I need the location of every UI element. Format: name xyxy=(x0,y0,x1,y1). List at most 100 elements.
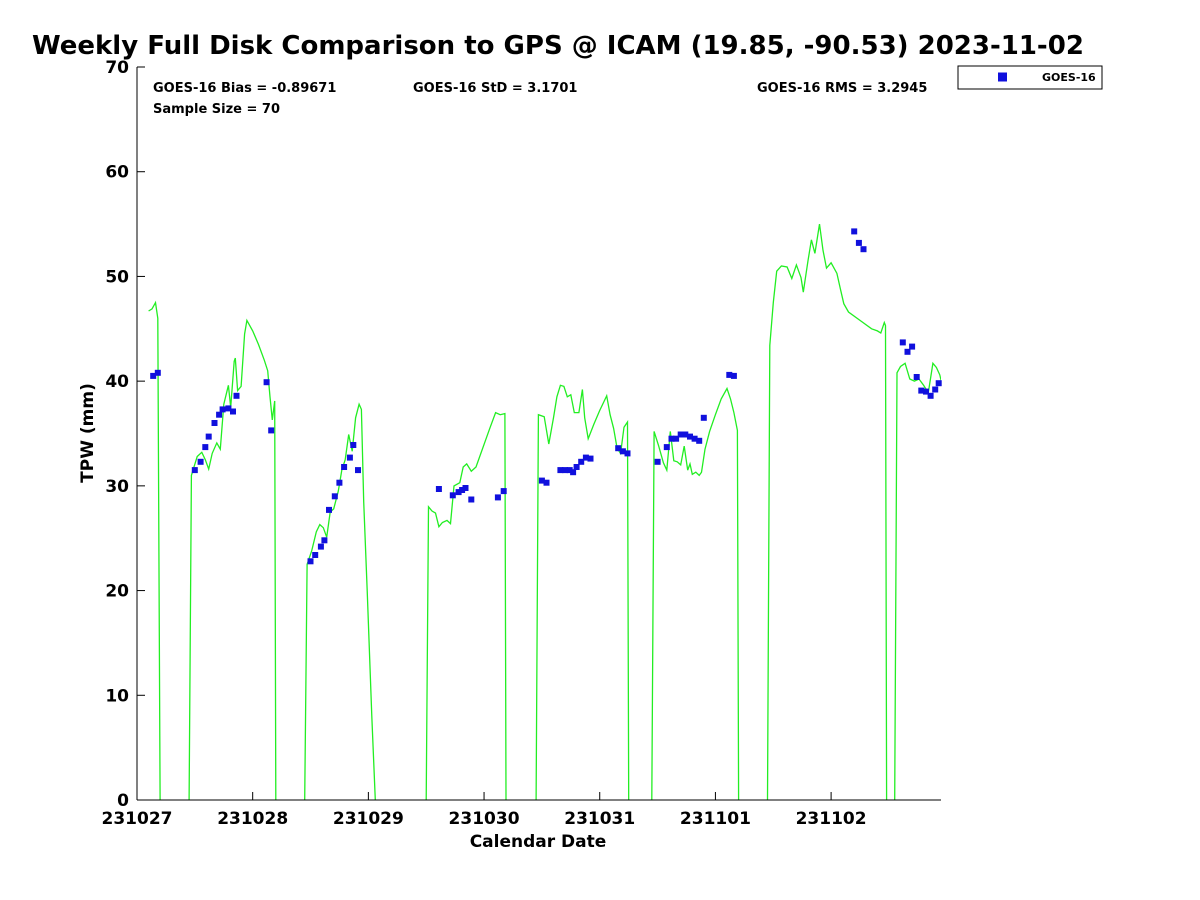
goes-point-35 xyxy=(543,479,550,486)
y-tick-label-70: 70 xyxy=(105,58,129,78)
x-tick-label-231031: 231031 xyxy=(564,809,635,829)
goes-point-18 xyxy=(321,537,328,544)
goes-point-16 xyxy=(312,552,319,558)
goes-point-55 xyxy=(696,437,703,444)
goes-point-54 xyxy=(691,435,698,442)
goes-point-10 xyxy=(225,405,232,412)
goes-point-27 xyxy=(449,492,456,499)
goes-point-3 xyxy=(191,467,198,474)
goes-point-51 xyxy=(677,431,684,438)
goes-point-56 xyxy=(700,414,707,421)
legend: GOES-16 xyxy=(957,65,1103,90)
goes-point-48 xyxy=(663,444,670,451)
goes-point-34 xyxy=(538,477,545,484)
goes-point-24 xyxy=(350,442,357,448)
goes-point-15 xyxy=(307,558,314,565)
gps-line-segment-6 xyxy=(651,386,740,800)
bias-stat: GOES-16 Bias = -0.89671 xyxy=(153,81,336,96)
goes-point-12 xyxy=(233,392,240,399)
goes-point-8 xyxy=(216,411,223,418)
goes-point-67 xyxy=(923,388,929,395)
y-tick-label-10: 10 xyxy=(105,686,129,706)
goes-point-2 xyxy=(154,369,161,376)
goes-point-14 xyxy=(268,427,275,434)
goes-point-38 xyxy=(566,467,573,474)
goes-point-30 xyxy=(462,485,469,491)
goes-point-5 xyxy=(202,444,209,451)
goes-point-17 xyxy=(317,543,324,550)
goes-point-69 xyxy=(932,386,939,393)
goes-point-25 xyxy=(355,467,361,474)
gps-line-segment-4 xyxy=(425,411,507,800)
goes-point-49 xyxy=(668,435,675,442)
y-axis-label: TPW (mm) xyxy=(78,383,98,483)
goes-point-4 xyxy=(197,458,204,465)
x-tick-label-231027: 231027 xyxy=(102,809,173,829)
goes-point-46 xyxy=(624,450,631,457)
goes-point-19 xyxy=(326,506,332,513)
std-stat: GOES-16 StD = 3.1701 xyxy=(413,81,577,96)
goes-point-41 xyxy=(578,458,585,465)
goes-point-47 xyxy=(654,458,661,465)
goes-point-37 xyxy=(562,467,568,474)
y-tick-label-30: 30 xyxy=(105,477,129,497)
y-tick-label-0: 0 xyxy=(117,791,129,811)
goes-point-43 xyxy=(587,455,594,462)
goes-point-52 xyxy=(682,431,689,438)
goes-point-36 xyxy=(557,467,564,474)
goes-point-66 xyxy=(918,387,925,394)
plot-background xyxy=(137,67,941,800)
goes-point-23 xyxy=(346,454,353,461)
legend-label: GOES-16 xyxy=(1042,71,1096,84)
y-tick-label-20: 20 xyxy=(105,582,129,602)
gps-line-segment-2 xyxy=(188,318,277,800)
goes-point-32 xyxy=(494,494,501,501)
goes-point-68 xyxy=(927,392,934,399)
gps-line-segment-7 xyxy=(766,223,888,800)
x-axis-label: Calendar Date xyxy=(470,832,607,852)
goes-point-60 xyxy=(855,239,862,246)
goes-point-58 xyxy=(730,372,737,379)
sample-size-stat: Sample Size = 70 xyxy=(153,102,280,117)
goes-point-1 xyxy=(150,372,157,379)
legend-marker xyxy=(998,72,1007,82)
x-tick-label-231030: 231030 xyxy=(449,809,520,829)
goes-point-61 xyxy=(860,246,867,253)
goes-point-21 xyxy=(336,479,343,486)
goes-point-57 xyxy=(726,371,733,378)
goes-point-70 xyxy=(935,380,942,387)
x-tick-label-231028: 231028 xyxy=(217,809,288,829)
goes-point-22 xyxy=(341,464,348,470)
y-tick-label-60: 60 xyxy=(105,163,129,183)
goes-point-44 xyxy=(615,445,622,452)
goes-point-31 xyxy=(468,496,475,503)
goes-point-13 xyxy=(263,379,270,386)
goes-point-62 xyxy=(899,339,906,346)
goes-marker-series xyxy=(150,228,942,565)
y-tick-label-40: 40 xyxy=(105,372,129,392)
gps-line-series xyxy=(148,223,941,800)
goes-point-33 xyxy=(500,488,507,495)
plot-area xyxy=(137,67,941,800)
goes-point-40 xyxy=(573,464,580,470)
gps-line-segment-1 xyxy=(148,300,161,800)
goes-point-26 xyxy=(435,486,442,492)
goes-point-42 xyxy=(582,454,589,461)
x-tick-label-231101: 231101 xyxy=(680,809,751,829)
goes-point-28 xyxy=(455,489,462,496)
goes-point-20 xyxy=(331,493,338,500)
goes-point-7 xyxy=(211,420,218,426)
x-tick-label-231102: 231102 xyxy=(796,809,867,829)
chart-title: Weekly Full Disk Comparison to GPS @ ICA… xyxy=(32,31,1084,61)
goes-point-6 xyxy=(205,433,212,440)
goes-point-11 xyxy=(230,408,236,415)
legend-box xyxy=(957,65,1103,90)
x-tick-label-231029: 231029 xyxy=(333,809,404,829)
goes-point-9 xyxy=(219,406,226,413)
goes-point-53 xyxy=(687,433,693,440)
axes: 0 10 20 30 40 50 60 70 231027 231028 231029 231030 2… xyxy=(102,58,941,829)
goes-point-50 xyxy=(673,435,680,442)
goes-point-65 xyxy=(913,374,920,380)
gps-line-segment-3 xyxy=(304,402,376,800)
